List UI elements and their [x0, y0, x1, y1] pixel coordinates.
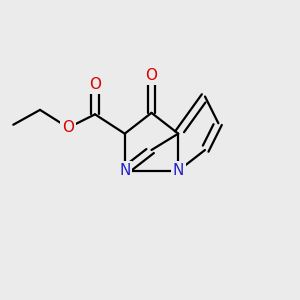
Text: O: O [146, 68, 158, 83]
Text: O: O [62, 120, 74, 135]
Text: N: N [119, 163, 130, 178]
Text: O: O [89, 77, 101, 92]
Text: N: N [172, 163, 184, 178]
